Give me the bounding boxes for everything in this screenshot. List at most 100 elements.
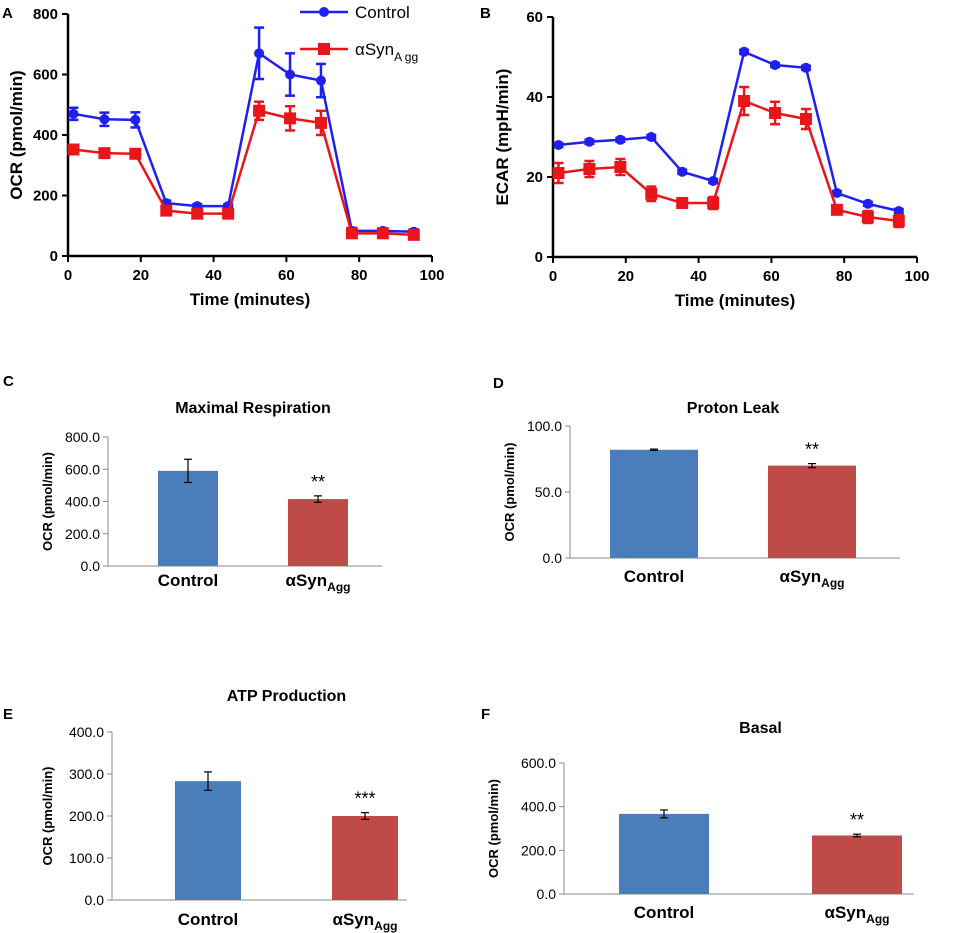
y-tick-label: 200 — [33, 188, 58, 205]
category-label: Control — [624, 567, 684, 586]
data-point — [614, 161, 627, 173]
data-point — [646, 132, 657, 142]
y-tick-label: 20 — [526, 169, 543, 186]
category-label: αSynAgg — [333, 910, 398, 933]
category-label: Control — [178, 910, 238, 929]
category-label: Control — [634, 903, 694, 922]
legend-marker-agg — [318, 43, 330, 55]
data-point — [893, 206, 904, 216]
y-axis-title: OCR (pmol/min) — [502, 443, 517, 542]
data-point — [830, 203, 843, 216]
data-point — [862, 198, 873, 209]
data-point — [345, 227, 358, 240]
series-line — [73, 51, 414, 234]
y-tick-label: 100.0 — [527, 418, 562, 434]
panel-letter: D — [493, 375, 504, 392]
data-point — [407, 228, 420, 241]
y-tick-label: 800 — [33, 6, 58, 23]
bar-asyn-agg — [332, 816, 398, 900]
category-label: αSynAgg — [825, 903, 890, 926]
bar-panel-f: F Basal 0.0 200.0 400.0 600.0 OCR (pmol/min) Co… — [481, 706, 914, 926]
x-tick-label: 100 — [419, 267, 444, 284]
significance-label: ** — [805, 440, 819, 460]
bar-asyn-agg — [768, 465, 856, 558]
data-point — [708, 176, 719, 186]
data-point — [285, 69, 296, 80]
y-tick-label: 0.0 — [543, 550, 563, 566]
data-point — [583, 163, 596, 175]
data-point — [892, 215, 905, 227]
data-point — [861, 211, 874, 223]
x-tick-label: 0 — [64, 267, 72, 284]
panel-letter: F — [481, 706, 490, 723]
y-tick-label: 0 — [535, 249, 543, 266]
data-point — [769, 107, 782, 119]
data-point — [615, 134, 626, 145]
y-tick-label: 400 — [33, 127, 58, 144]
significance-label: *** — [354, 789, 375, 809]
x-axis-title: Time (minutes) — [675, 291, 796, 310]
chart-title: Proton Leak — [687, 400, 780, 417]
y-tick-label: 0.0 — [537, 886, 557, 902]
data-point — [222, 207, 235, 220]
legend-label-agg: αSynA gg — [355, 40, 418, 64]
y-tick-label: 0.0 — [85, 892, 105, 908]
x-tick-label: 20 — [132, 267, 149, 284]
bar-control — [175, 781, 241, 900]
y-tick-label: 100.0 — [69, 850, 104, 866]
data-point — [707, 197, 720, 209]
bar-panel-c: C Maximal Respiration 0.0 200.0 400.0 600.0 80… — [3, 373, 382, 594]
y-axis-title: OCR (pmol/min) — [7, 70, 26, 199]
data-point — [160, 204, 173, 217]
data-point — [284, 112, 297, 125]
data-point — [376, 227, 389, 240]
x-tick-label: 80 — [836, 268, 853, 285]
data-point — [831, 188, 842, 198]
chart-title: ATP Production — [227, 688, 346, 705]
chart-title: Maximal Respiration — [175, 400, 331, 417]
y-tick-label: 200.0 — [521, 842, 556, 858]
y-tick-label: 60 — [526, 9, 543, 26]
y-axis-title: ECAR (mpH/min) — [493, 69, 512, 206]
data-point — [739, 46, 750, 57]
x-tick-label: 60 — [278, 267, 295, 284]
legend: Control αSynA gg — [300, 3, 418, 64]
panel-letter: A — [2, 5, 13, 22]
bar-control — [610, 449, 698, 558]
legend-label-control: Control — [355, 3, 410, 22]
y-tick-label: 400.0 — [69, 724, 104, 740]
series-asyn-agg — [552, 85, 905, 229]
series-asyn-agg — [67, 100, 420, 241]
data-point — [314, 116, 327, 129]
series-control — [553, 46, 904, 216]
data-point — [677, 166, 688, 177]
data-point — [800, 62, 811, 73]
data-point — [99, 114, 110, 125]
data-point — [129, 147, 142, 160]
data-point — [770, 60, 781, 70]
y-tick-label: 600 — [33, 67, 58, 84]
y-axis-title: OCR (pmol/min) — [40, 767, 55, 866]
y-tick-label: 400.0 — [65, 494, 100, 510]
chart-title: Basal — [739, 720, 782, 737]
data-point — [98, 147, 111, 160]
data-point — [130, 114, 141, 125]
y-tick-label: 40 — [526, 89, 543, 106]
data-point — [584, 136, 595, 147]
data-point — [191, 207, 204, 220]
panel-letter: B — [480, 5, 491, 22]
x-tick-label: 40 — [205, 267, 222, 284]
y-tick-label: 600.0 — [521, 755, 556, 771]
line-panel-a: A 0 200 400 600 800 0 20 40 60 80 100 Time (minutes)… — [2, 3, 445, 309]
bar-asyn-agg — [812, 835, 902, 894]
x-tick-label: 80 — [351, 267, 368, 284]
y-tick-label: 200.0 — [69, 808, 104, 824]
data-point — [254, 48, 265, 59]
data-point — [799, 113, 812, 125]
data-point — [552, 167, 565, 179]
x-axis-title: Time (minutes) — [190, 290, 311, 309]
category-label: αSynAgg — [780, 567, 845, 590]
x-tick-label: 0 — [549, 268, 557, 285]
bar-panel-d: D Proton Leak 0.0 50.0 100.0 OCR (pmol/min) Co… — [493, 375, 900, 590]
legend-marker-control — [319, 7, 329, 17]
